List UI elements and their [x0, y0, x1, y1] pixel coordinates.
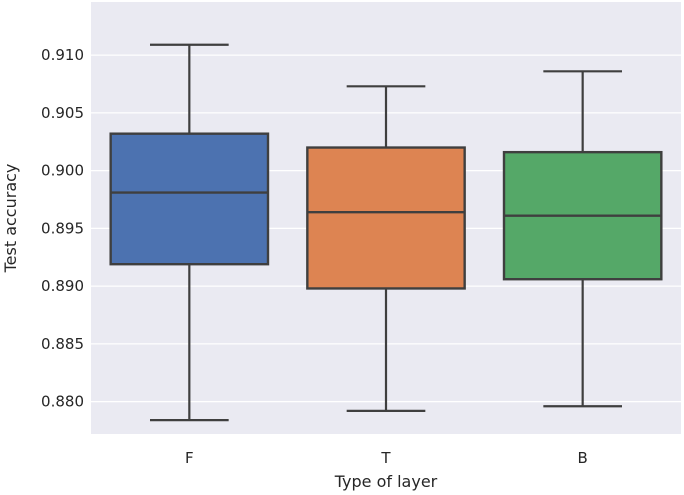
boxes [109, 43, 663, 422]
y-tick-label: 0.905 [41, 104, 84, 122]
x-tick-label: T [380, 449, 391, 467]
x-tick-label: F [185, 449, 194, 467]
iqr-box [306, 146, 466, 290]
y-tick-label: 0.885 [41, 335, 84, 353]
y-tick-label: 0.880 [41, 393, 84, 411]
y-tick-label: 0.890 [41, 277, 84, 295]
x-axis-title: Type of layer [334, 472, 438, 491]
x-tick-label: B [578, 449, 588, 467]
iqr-box [109, 132, 270, 266]
y-tick-label: 0.910 [41, 46, 84, 64]
y-tick-label: 0.895 [41, 219, 84, 237]
box-F [109, 43, 270, 422]
y-tick-label: 0.900 [41, 162, 84, 180]
box-B [502, 70, 663, 408]
y-tick-labels: 0.880 0.885 0.890 0.895 0.900 0.905 0.910 [41, 46, 84, 411]
box-T [306, 85, 466, 412]
y-axis-title: Test accuracy [1, 164, 20, 274]
